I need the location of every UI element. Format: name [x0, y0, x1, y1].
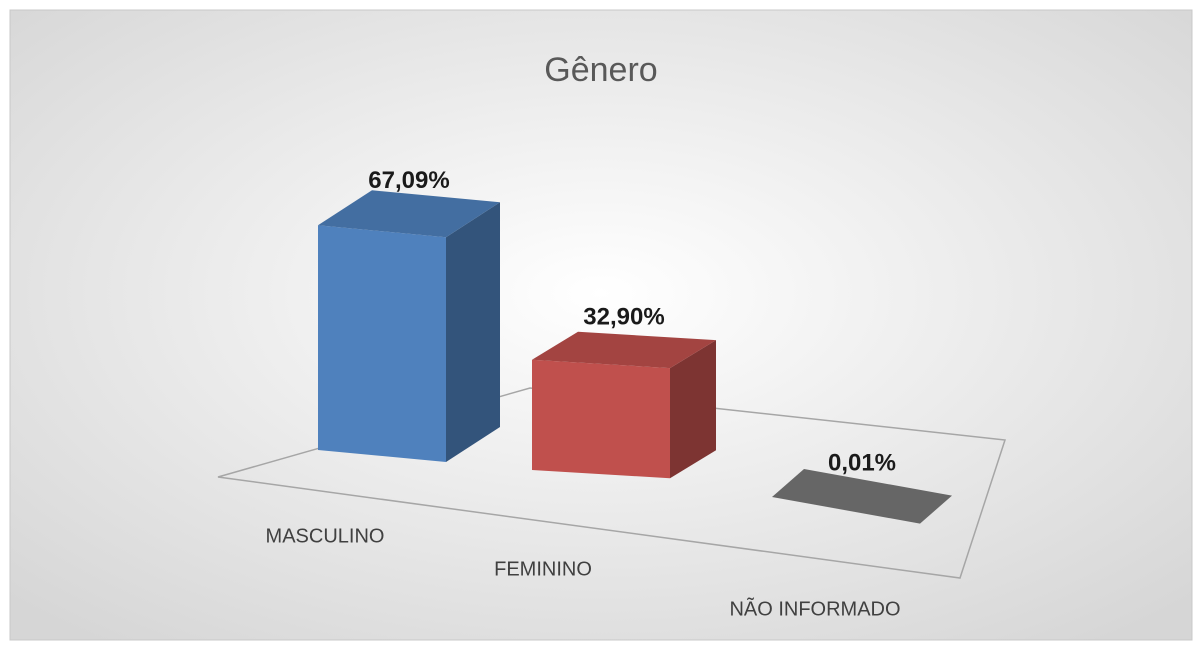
bar-side — [670, 340, 716, 479]
category-label: NÃO INFORMADO — [729, 596, 900, 620]
bar-front — [772, 496, 920, 524]
bar — [772, 468, 952, 524]
value-label: 0,01% — [828, 450, 896, 477]
bar-front — [318, 225, 446, 463]
chart-title: Gênero — [544, 51, 657, 89]
bar — [532, 331, 716, 479]
bar-side — [920, 495, 952, 524]
bar-top — [772, 468, 952, 524]
bar-front — [532, 359, 670, 479]
value-label: 32,90% — [583, 303, 664, 330]
value-label: 67,09% — [368, 167, 449, 194]
chart-area — [9, 9, 1193, 641]
bar-top — [318, 190, 500, 238]
bar — [318, 190, 500, 463]
bar-top — [532, 331, 716, 369]
bar-side — [446, 202, 500, 463]
category-label: MASCULINO — [266, 525, 385, 547]
category-label: FEMININO — [494, 558, 592, 580]
